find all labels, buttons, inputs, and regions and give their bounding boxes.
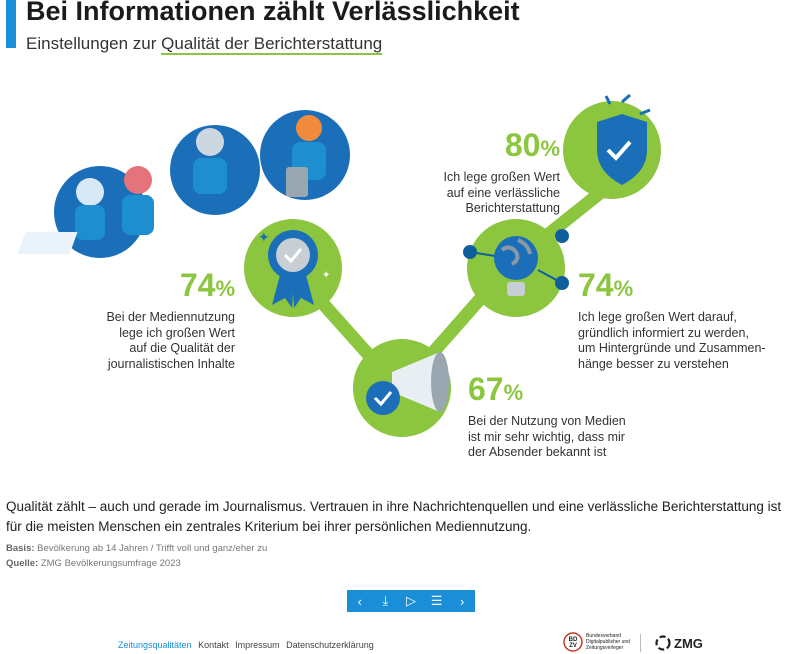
stat-67: 67% Bei der Nutzung von Medien ist mir se…	[468, 372, 668, 461]
title-accent-bar	[6, 0, 16, 48]
footer-link-kontakt[interactable]: Kontakt	[198, 640, 229, 650]
stat-80-description: Ich lege großen Wert auf eine verlässlich…	[443, 170, 561, 215]
globe-bulb-icon	[463, 219, 569, 317]
basis-note: Basis: Bevölkerung ab 14 Jahren / Trifft…	[6, 543, 268, 554]
stat-74-left: 74% Bei der Mediennutzung lege ich großen…	[90, 268, 235, 372]
svg-text:✦: ✦	[322, 270, 330, 281]
bdzv-mark-icon: BD ZV	[563, 632, 583, 652]
stat-74-right-description: Ich lege großen Wert darauf, gründlich in…	[578, 310, 766, 371]
download-icon[interactable]: ⤓	[382, 593, 389, 608]
people-illustration	[17, 110, 350, 258]
subtitle-prefix: Einstellungen zur	[26, 34, 162, 53]
logo-divider	[640, 634, 641, 652]
stat-74-right: 74% Ich lege großen Wert darauf, gründlic…	[578, 268, 798, 372]
page-subtitle: Einstellungen zur Qualität der Berichter…	[26, 34, 383, 55]
infographic-illustration: ✦ ✦	[17, 93, 661, 437]
stat-80: 80% Ich lege großen Wert auf eine verläss…	[420, 127, 561, 217]
bdzv-logo[interactable]: BD ZV Bundesverband Digitalpublisher und…	[563, 632, 630, 652]
stat-74-left-value: 74%	[179, 267, 235, 303]
next-icon[interactable]: ›	[460, 593, 465, 609]
intro-paragraph: Qualität zählt – auch und gerade im Jour…	[6, 499, 782, 534]
play-icon[interactable]: ▷	[405, 593, 416, 608]
footer-links: Zeitungsqualitäten Kontakt Impressum Dat…	[118, 640, 378, 650]
footer-link-datenschutz[interactable]: Datenschutzerklärung	[286, 640, 374, 650]
connector-path	[288, 179, 615, 397]
stat-67-value: 67%	[468, 371, 524, 407]
footer-link-impressum[interactable]: Impressum	[235, 640, 280, 650]
shield-icon	[563, 93, 661, 199]
stat-74-right-value: 74%	[578, 267, 634, 303]
svg-text:ZV: ZV	[569, 643, 577, 649]
zmg-mark-icon	[655, 635, 671, 651]
stat-80-value: 80%	[504, 127, 560, 163]
subtitle-highlight: Qualität der Berichterstattung	[161, 34, 383, 55]
stat-67-description: Bei der Nutzung von Medien ist mir sehr w…	[468, 414, 626, 459]
svg-text:✦: ✦	[258, 230, 270, 246]
footer-link-zeitungsqualitaeten[interactable]: Zeitungsqualitäten	[118, 640, 192, 650]
zmg-logo[interactable]: ZMG	[655, 635, 703, 651]
megaphone-icon	[353, 339, 451, 437]
bdzv-text: Bundesverband Digitalpublisher und Zeitu…	[586, 633, 630, 651]
menu-icon[interactable]: ☰	[430, 593, 443, 608]
prev-icon[interactable]: ‹	[357, 593, 362, 609]
zmg-text: ZMG	[674, 635, 703, 651]
svg-text:BD: BD	[569, 637, 578, 643]
rosette-badge-icon: ✦ ✦	[244, 219, 342, 317]
slide-navigation: ‹ ⤓ ▷ ☰ ›	[347, 590, 475, 612]
source-note: Quelle: ZMG Bevölkerungsumfrage 2023	[6, 558, 181, 569]
stat-74-left-description: Bei der Mediennutzung lege ich großen Wer…	[106, 310, 235, 371]
page-title: Bei Informationen zählt Verlässlichkeit	[26, 0, 520, 26]
